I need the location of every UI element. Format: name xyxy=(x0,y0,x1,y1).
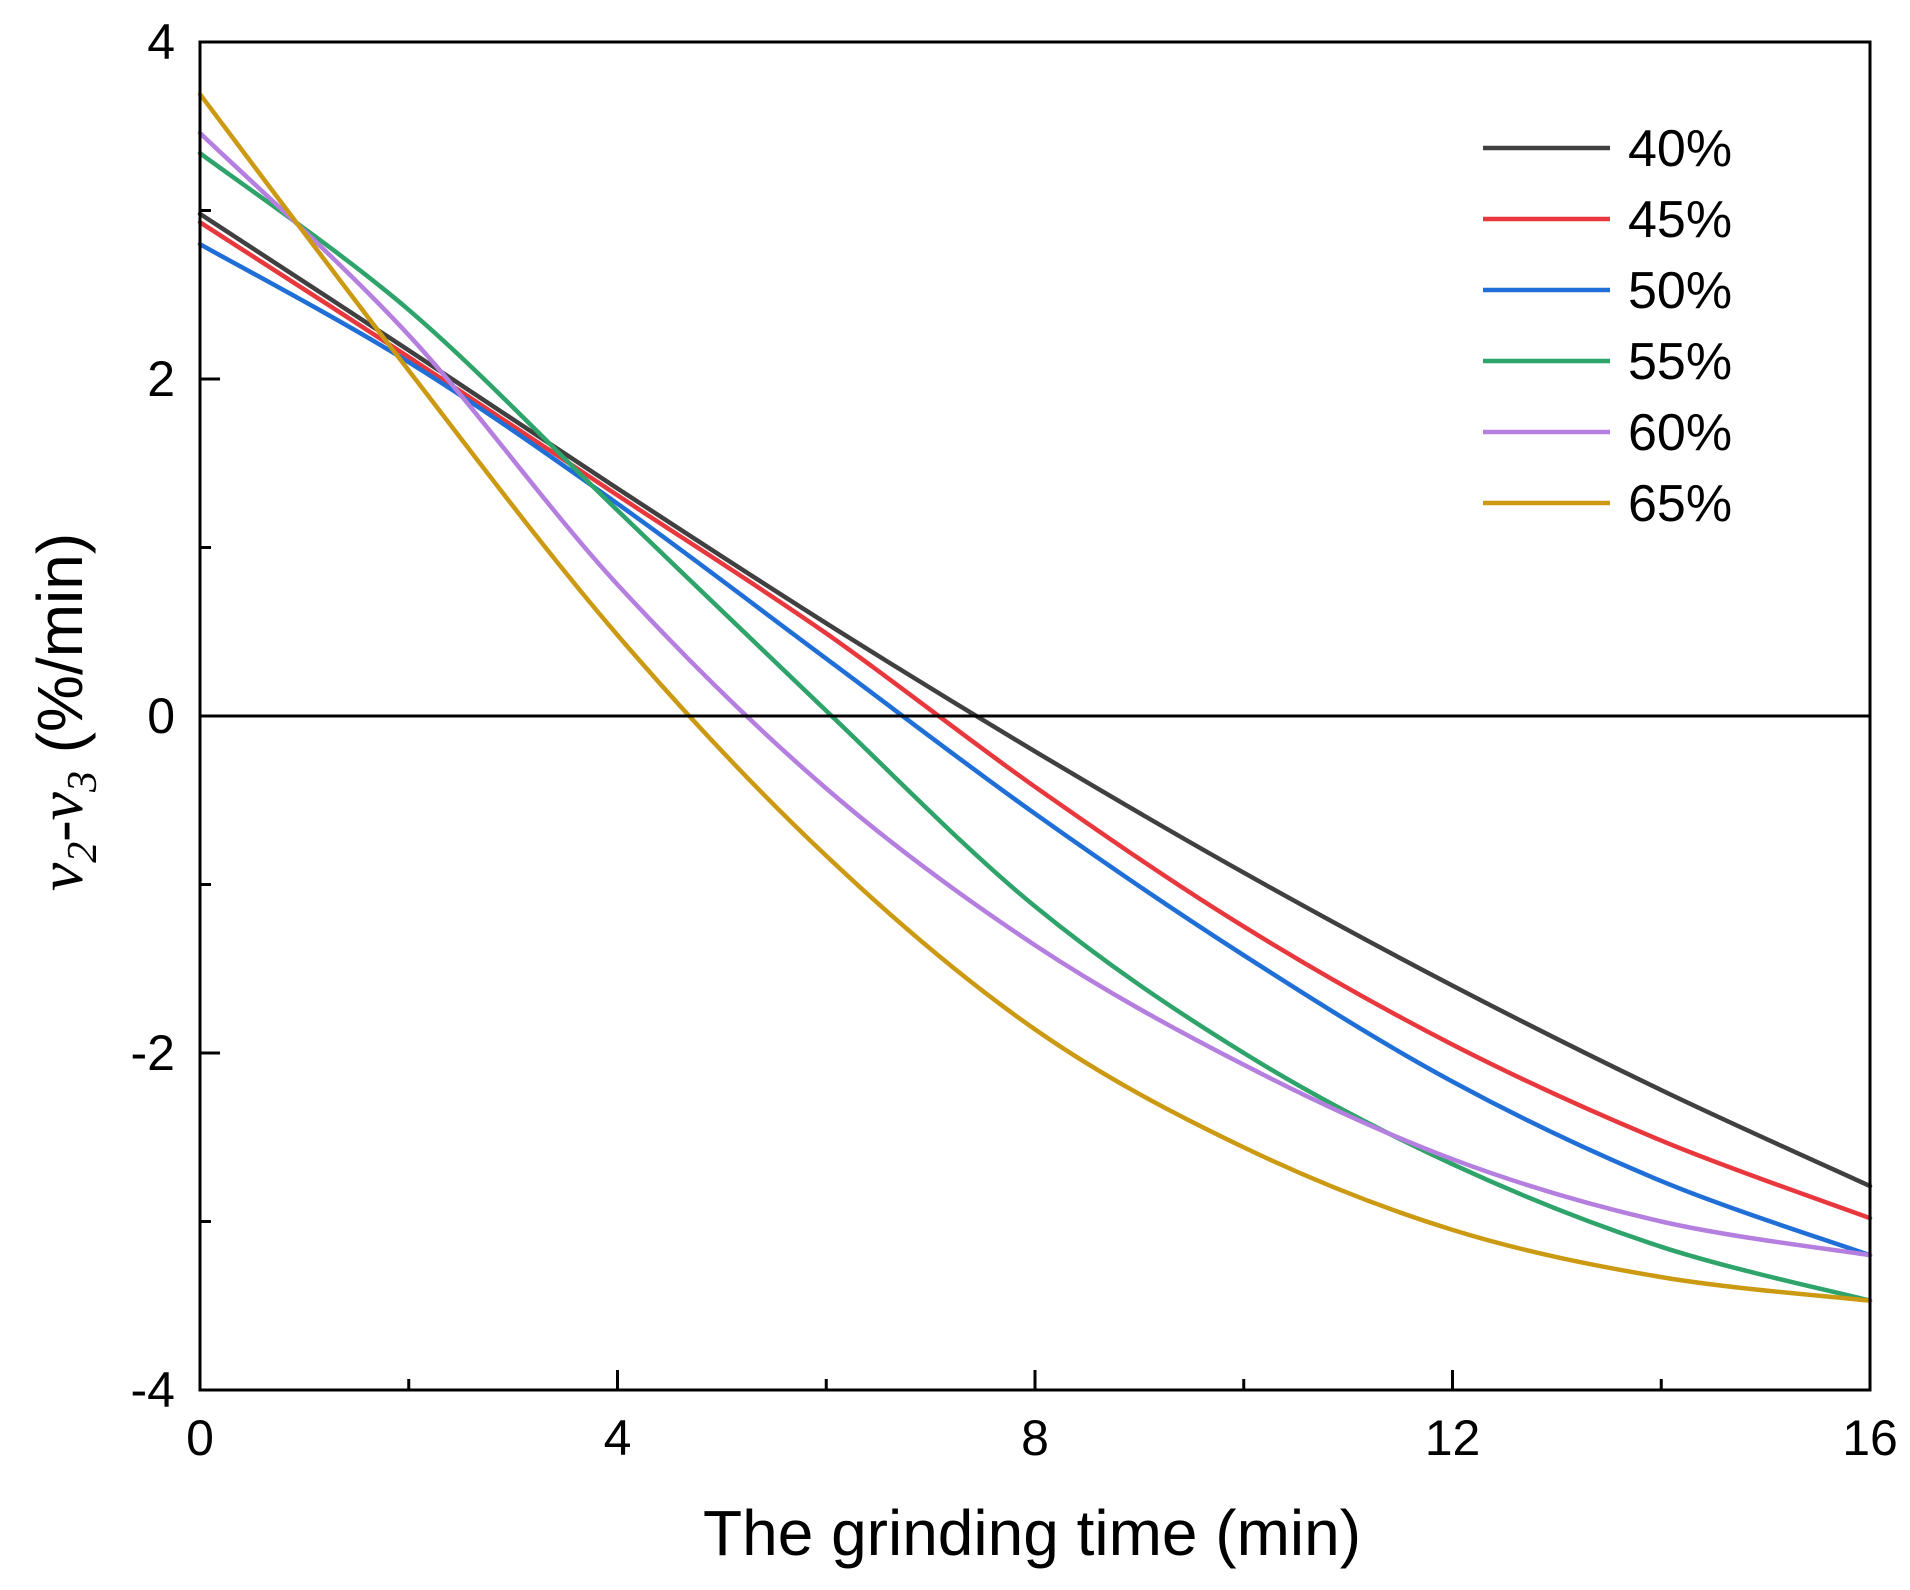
y-axis-sub2: 3 xyxy=(60,771,106,793)
series-line-40-pct xyxy=(197,211,1873,1189)
y-tick-label: -2 xyxy=(131,1025,175,1081)
series-layer xyxy=(197,91,1873,1303)
series-line-50-pct xyxy=(197,241,1873,1258)
series-line-65-pct xyxy=(197,91,1873,1303)
x-tick-label: 0 xyxy=(186,1410,214,1466)
y-axis-title: v2-v3 (%/min) xyxy=(24,533,106,891)
legend-label: 40% xyxy=(1628,120,1732,178)
legend: 40% 45% 50% 55% 60% 65% xyxy=(1483,120,1732,533)
y-tick-label: -4 xyxy=(131,1362,175,1418)
y-tick-label: 4 xyxy=(147,14,175,70)
series-line-60-pct xyxy=(197,130,1873,1258)
legend-label: 55% xyxy=(1628,333,1732,391)
series-line-55-pct xyxy=(197,150,1873,1303)
x-tick-label: 16 xyxy=(1842,1410,1898,1466)
x-tick-label: 12 xyxy=(1425,1410,1481,1466)
y-axis-dash: - xyxy=(25,820,96,841)
y-axis-unit: (%/min) xyxy=(24,533,96,771)
y-tick-label: 0 xyxy=(147,688,175,744)
y-axis-var2: v xyxy=(25,791,96,820)
y-tick-label: 2 xyxy=(147,351,175,407)
series-line-45-pct xyxy=(197,220,1873,1221)
y-axis-sub1: 2 xyxy=(60,842,106,863)
legend-label: 60% xyxy=(1628,404,1732,462)
y-axis-var1: v xyxy=(25,862,96,891)
x-tick-label: 8 xyxy=(1021,1410,1049,1466)
legend-label: 50% xyxy=(1628,262,1732,320)
legend-label: 45% xyxy=(1628,191,1732,249)
x-axis-title: The grinding time (min) xyxy=(703,1497,1361,1569)
legend-label: 65% xyxy=(1628,475,1732,533)
ticks-layer: 0 4 8 12 16 -4 -2 0 2 4 xyxy=(131,14,1898,1466)
x-tick-label: 4 xyxy=(604,1410,632,1466)
